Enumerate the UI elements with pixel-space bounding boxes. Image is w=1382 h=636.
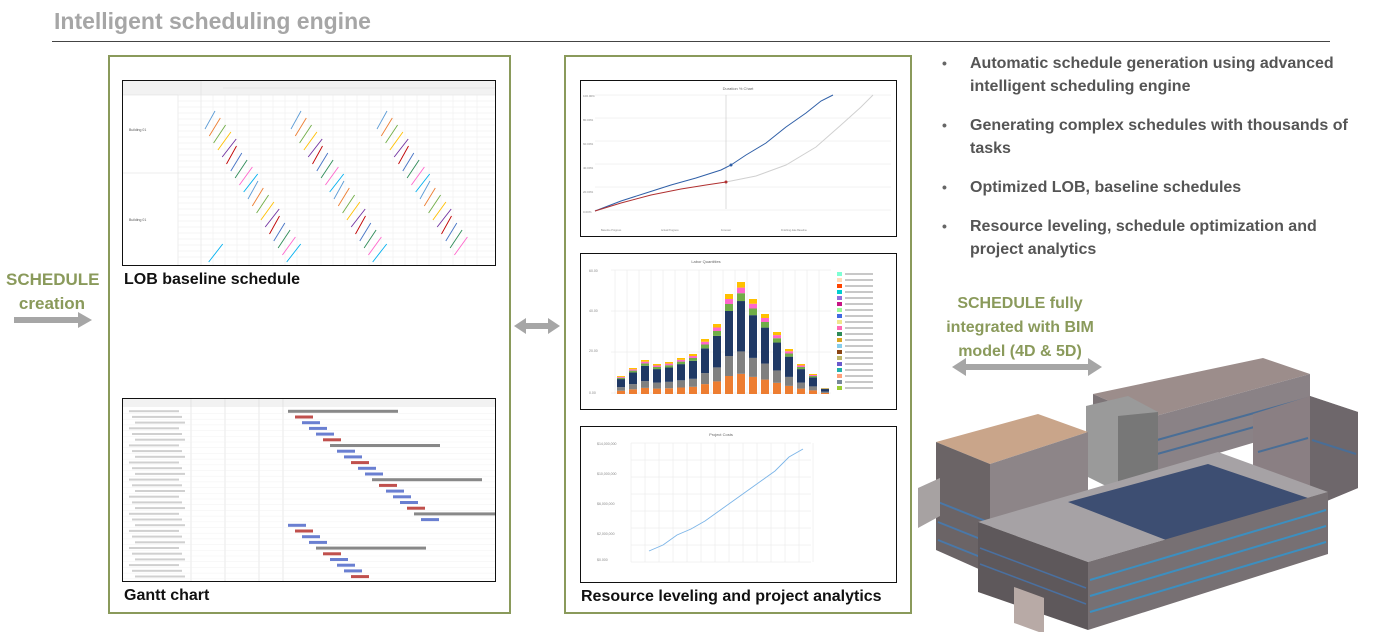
title-divider [52, 41, 1330, 42]
gantt-chart-panel [122, 398, 496, 582]
cost-chart-title: Project Costs [709, 432, 733, 437]
bim-integration-label: SCHEDULE fully integrated with BIM model… [930, 292, 1110, 364]
svg-text:20.00%: 20.00% [583, 190, 594, 194]
lob-caption: LOB baseline schedule [124, 271, 301, 288]
svg-text:Building 01: Building 01 [129, 218, 146, 222]
double-arrow-icon [514, 318, 560, 334]
svg-text:0.00: 0.00 [589, 391, 596, 395]
svg-text:40.00%: 40.00% [583, 166, 594, 170]
labor-chart-panel: Labor Quantities 60.00 40.00 20.00 0.00 [580, 253, 897, 410]
feature-list: • Automatic schedule generation using adv… [940, 52, 1370, 277]
right-arrow-icon [14, 312, 92, 328]
svg-text:$0.000: $0.000 [597, 558, 608, 562]
svg-text:Building 01: Building 01 [129, 128, 146, 132]
forecast-progress-line [725, 94, 874, 183]
labor-chart-title: Labor Quantities [691, 259, 720, 264]
svg-text:$14,000,000: $14,000,000 [597, 442, 617, 446]
svg-text:$10,000,000: $10,000,000 [597, 472, 617, 476]
svg-text:0.00%: 0.00% [583, 210, 592, 214]
side-label-line1: SCHEDULE [6, 270, 100, 289]
svg-text:Finishing date Baseline: Finishing date Baseline [781, 229, 807, 232]
svg-text:20.00: 20.00 [589, 349, 598, 353]
feature-item: • Resource leveling, schedule optimizatio… [942, 218, 1317, 258]
gantt-chart-diagram [123, 399, 495, 581]
bim-label-line3: model (4D & 5D) [958, 343, 1082, 360]
double-arrow-icon [952, 358, 1102, 376]
duration-chart-panel: Duration % Chart 100.00% 80.00% 60.00% 4… [580, 80, 897, 237]
baseline-progress-line [594, 94, 834, 212]
gantt-caption: Gantt chart [124, 587, 210, 604]
svg-text:$6,000,000: $6,000,000 [597, 502, 615, 506]
svg-text:100.00%: 100.00% [583, 94, 595, 98]
svg-text:60.00%: 60.00% [583, 142, 594, 146]
feature-item: • Automatic schedule generation using adv… [942, 55, 1334, 95]
svg-text:Actual Progress: Actual Progress [661, 229, 679, 232]
labor-chart: Labor Quantities 60.00 40.00 20.00 0.00 [589, 259, 873, 395]
page-title: Intelligent scheduling engine [54, 8, 371, 34]
feature-item: • Generating complex schedules with thous… [942, 117, 1348, 157]
bim-building-model [918, 358, 1358, 632]
cost-chart-panel: Project Costs $14,000,000 $10,000,000 $6… [580, 426, 897, 583]
svg-text:80.00%: 80.00% [583, 118, 594, 122]
side-label-line2: creation [18, 294, 86, 313]
lob-schedule-panel: Building 01 Building 01 [122, 80, 496, 266]
cost-line [648, 448, 804, 552]
schedule-group-frame [108, 55, 511, 614]
cost-chart: Project Costs $14,000,000 $10,000,000 $6… [597, 432, 814, 563]
duration-chart-title: Duration % Chart [723, 86, 755, 91]
svg-text:Forecast: Forecast [721, 229, 731, 232]
svg-text:$2,000,000: $2,000,000 [597, 532, 615, 536]
feature-item: • Optimized LOB, baseline schedules [942, 179, 1242, 196]
svg-text:Baseline Progress: Baseline Progress [601, 229, 622, 232]
schedule-creation-label: SCHEDULE creation [6, 268, 100, 316]
bim-label-line2: integrated with BIM [946, 319, 1094, 336]
analytics-caption: Resource leveling and project analytics [581, 588, 882, 605]
analytics-group-frame [564, 55, 912, 614]
actual-progress-line [594, 181, 727, 212]
lob-schedule-diagram: Building 01 Building 01 [123, 81, 495, 265]
bim-label-line1: SCHEDULE fully [957, 295, 1083, 312]
svg-text:40.00: 40.00 [589, 309, 598, 313]
svg-text:60.00: 60.00 [589, 269, 598, 273]
duration-chart: Duration % Chart 100.00% 80.00% 60.00% 4… [583, 86, 891, 232]
